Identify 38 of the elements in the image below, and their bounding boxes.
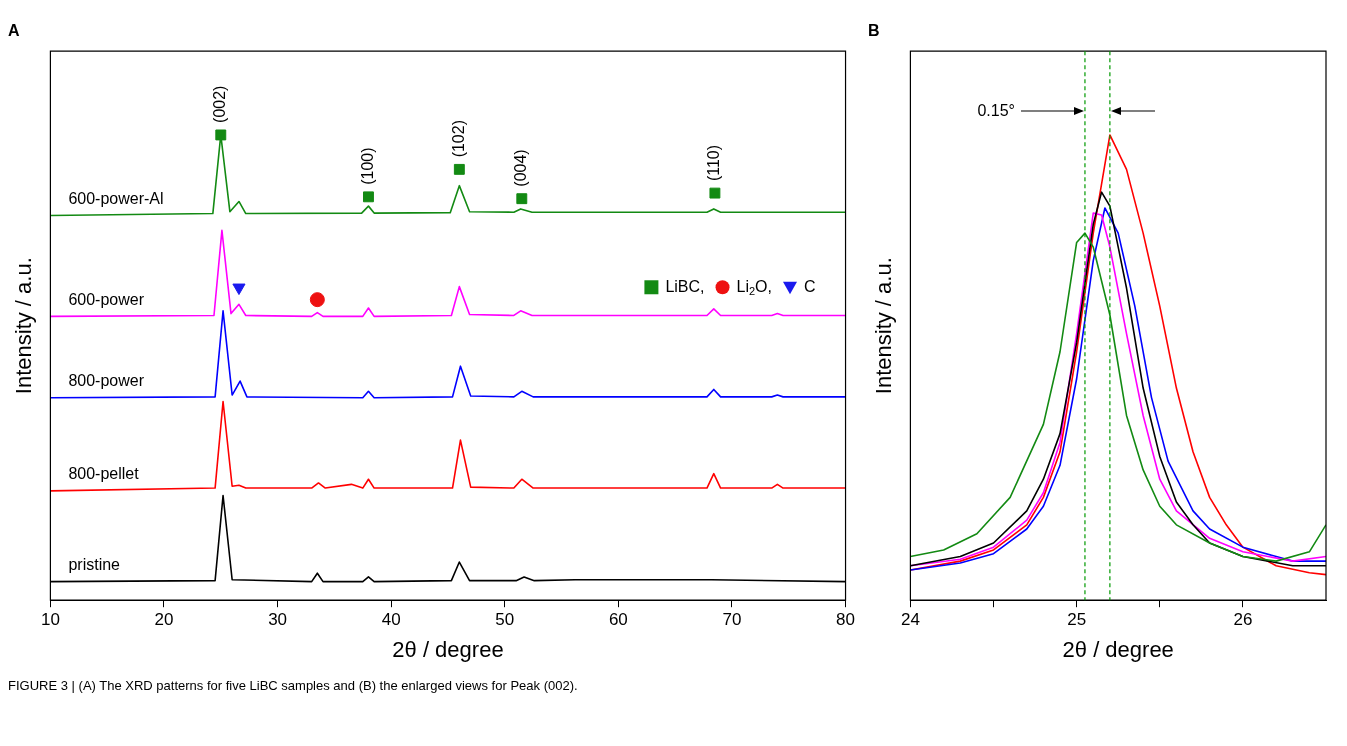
x-tick-label: 30	[268, 610, 288, 630]
point	[453, 163, 465, 175]
point	[709, 187, 721, 199]
point	[309, 292, 325, 308]
x-tick-label: 24	[900, 610, 920, 630]
chart-title: B	[868, 22, 880, 40]
y-axis-title: Intensity / a.u.	[871, 257, 897, 395]
point	[232, 283, 246, 296]
x-axis-title: 2θ / degree	[392, 636, 504, 662]
x-tick-label: 25	[1067, 610, 1087, 630]
annotation: (004)	[512, 149, 530, 187]
series-label: pristine	[68, 556, 121, 573]
y-axis-title: Intensity / a.u.	[11, 257, 37, 395]
text: 0.15°	[977, 101, 1015, 119]
x-tick-label: 20	[154, 610, 174, 630]
x-tick-label: 50	[495, 610, 515, 630]
caption: FIGURE 3 | (A) The XRD patterns for five LiBC samples and (B) the enlarged views for Peak (002).	[8, 678, 579, 693]
x-axis-title: 2θ / degree	[1062, 636, 1174, 662]
point	[215, 129, 227, 141]
x-tick-label: 70	[722, 610, 742, 630]
x-tick-label: 10	[40, 610, 60, 630]
annotation: (102)	[449, 120, 467, 158]
chart-title: A	[8, 22, 20, 40]
legend-label: LiBC,	[665, 277, 705, 295]
series-label: 600-power-Al	[68, 189, 164, 207]
x-tick-label: 80	[836, 610, 856, 630]
series-label: 800-power	[68, 372, 145, 390]
legend-label: C	[803, 277, 816, 295]
point	[516, 193, 528, 205]
x-tick-label: 26	[1233, 610, 1253, 630]
annotation: (100)	[358, 147, 376, 185]
annotation: (110)	[705, 144, 723, 182]
x-tick-label: 40	[381, 610, 401, 630]
x-tick-label: 60	[608, 610, 628, 630]
series-label: 800-pellet	[68, 465, 140, 483]
text: (002)	[211, 85, 229, 123]
series-label: 600-power	[68, 290, 145, 308]
point	[363, 191, 374, 203]
